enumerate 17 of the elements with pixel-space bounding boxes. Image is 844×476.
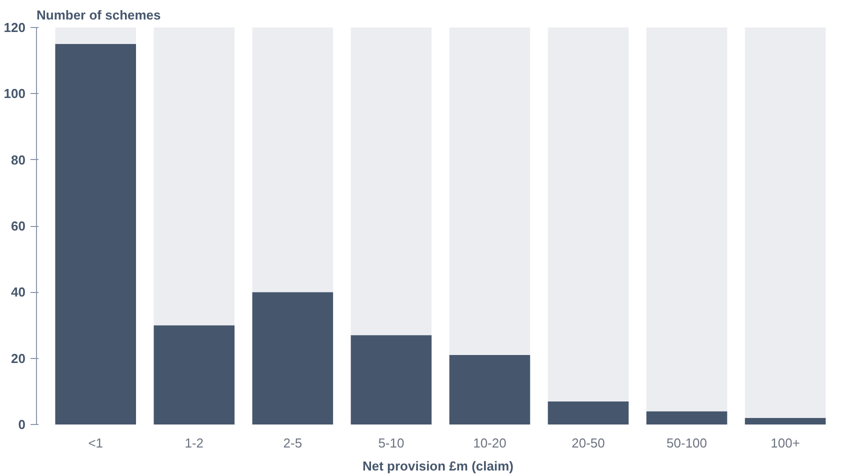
y-tick-label: 0: [18, 417, 26, 432]
x-tick-label: 50-100: [666, 436, 708, 450]
y-tick-label: 80: [11, 152, 26, 168]
x-tick-label: 1-2: [184, 436, 204, 450]
x-tick-label: 20-50: [572, 436, 605, 450]
y-tick-label: 60: [11, 218, 26, 234]
x-tick-label: 2-5: [283, 436, 302, 450]
x-tick-label: <1: [88, 436, 104, 450]
y-tick-label: 40: [11, 284, 26, 300]
x-tick-label: 10-20: [473, 436, 506, 450]
y-tick-label: 100: [4, 86, 26, 102]
y-tick-label: 20: [11, 350, 26, 366]
y-axis-title: Number of schemes: [36, 8, 161, 22]
x-tick-label: 5-10: [378, 436, 404, 450]
y-tick-label: 120: [4, 20, 26, 35]
x-tick-label: 100+: [770, 436, 800, 450]
x-axis-title: Net provision £m (claim): [362, 458, 514, 474]
